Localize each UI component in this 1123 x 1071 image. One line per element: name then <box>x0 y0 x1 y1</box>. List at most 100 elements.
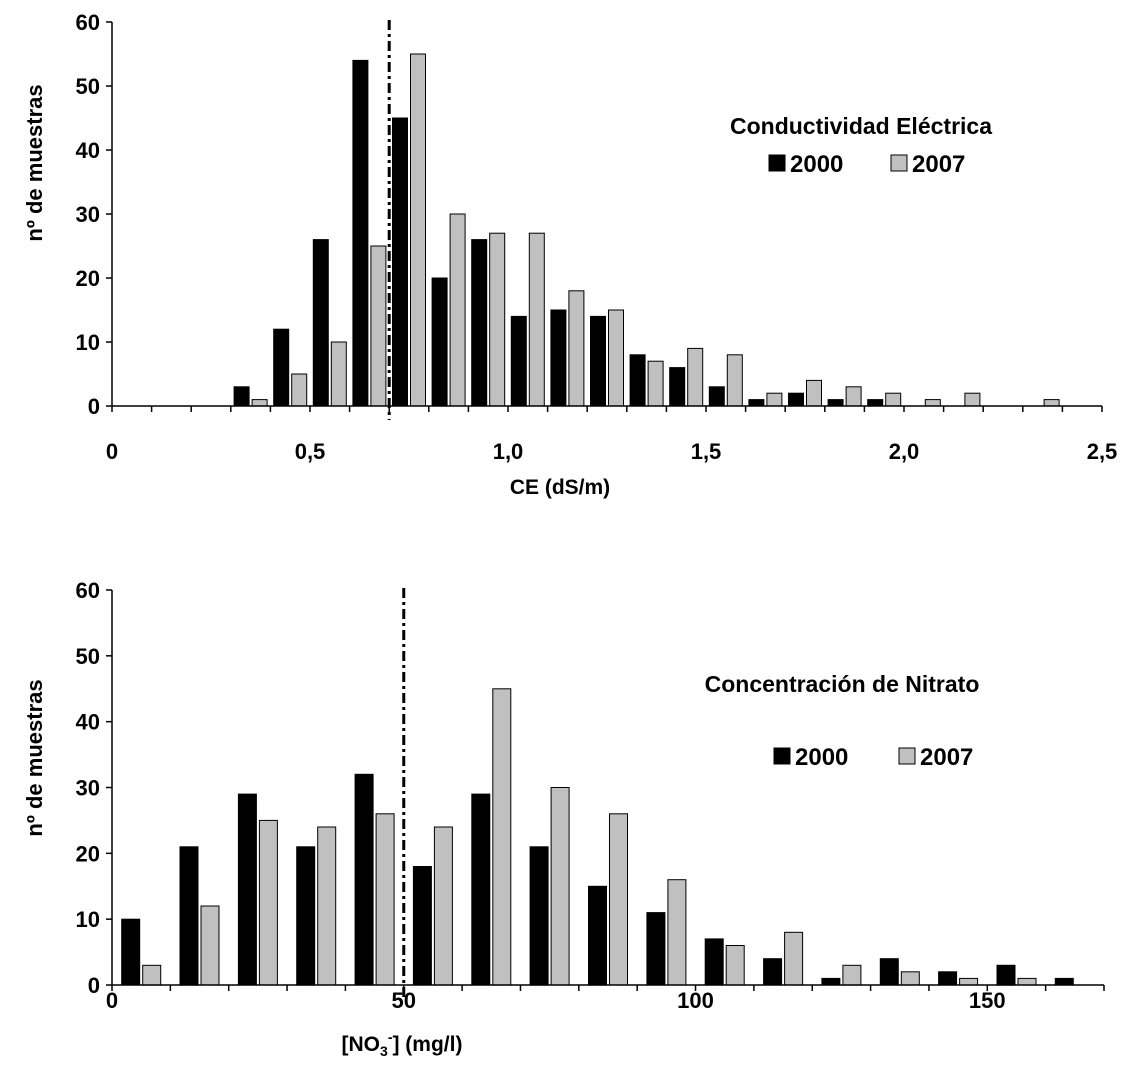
y-tick-label: 30 <box>76 776 100 801</box>
bar-2000 <box>748 399 765 407</box>
bar-2007 <box>726 354 743 407</box>
y-tick-label: 10 <box>76 907 100 932</box>
x-axis-label-part: [NO <box>342 1033 381 1056</box>
bar-2000 <box>938 971 958 986</box>
bar-2007 <box>258 819 278 986</box>
y-axis-label: nº de muestras <box>22 84 47 241</box>
y-tick-label: 50 <box>76 644 100 669</box>
legend: 2000 2007 <box>773 744 973 771</box>
chart-title: Concentración de Nitrato <box>705 671 980 697</box>
bar-2007 <box>766 392 783 407</box>
bar-2000 <box>996 964 1016 986</box>
x-tick-label: 0,5 <box>295 439 326 464</box>
x-axis-label-part: ] (mg/l) <box>392 1033 462 1056</box>
bar-2000 <box>510 315 527 407</box>
bar-2007 <box>251 399 268 407</box>
bar-2000 <box>179 846 199 986</box>
bar-2000 <box>354 773 374 986</box>
x-axis-label-superscript: - <box>388 1029 393 1045</box>
legend-label-2000: 2000 <box>790 151 843 178</box>
bar-2000 <box>392 117 408 407</box>
bar-2000 <box>588 885 607 986</box>
x-tick-label: 0 <box>106 439 118 464</box>
bar-2007 <box>647 360 664 407</box>
bar-2007 <box>142 964 162 986</box>
legend-label-2007: 2007 <box>912 151 965 178</box>
y-tick-label: 60 <box>76 10 100 35</box>
x-axis-label: [NO3-] (mg/l) <box>342 1029 463 1059</box>
bar-2000 <box>879 958 899 986</box>
bar-2000 <box>296 846 316 986</box>
bar-2007 <box>528 232 545 407</box>
legend-label-2007: 2007 <box>920 744 973 771</box>
x-tick-label: 1,5 <box>691 439 722 464</box>
y-tick-label: 40 <box>76 138 100 163</box>
bar-2007 <box>550 787 570 986</box>
bar-2007 <box>608 309 624 407</box>
bar-2007 <box>489 232 506 407</box>
x-tick-label: 0 <box>106 988 118 1013</box>
bar-2000 <box>821 977 841 986</box>
bar-2007 <box>667 879 687 986</box>
bar-2007 <box>568 290 585 407</box>
bar-2007 <box>492 688 512 986</box>
axes: 0 10 20 30 40 50 60 0 0,5 1,0 1,5 2,0 2,5 <box>76 10 1118 464</box>
bar-2000 <box>431 277 448 407</box>
bar-2007 <box>1043 399 1060 407</box>
legend-swatch-2000 <box>773 747 791 765</box>
bar-2007 <box>1017 977 1037 986</box>
chart-conductividad: 0 10 20 30 40 50 60 0 0,5 1,0 1,5 2,0 2,5 nº de mues… <box>22 10 1117 499</box>
y-axis-label: nº de muestras <box>22 679 47 836</box>
x-axis-label-subscript: 3 <box>380 1043 388 1059</box>
bar-2007 <box>200 905 220 986</box>
bar-2000 <box>471 239 488 407</box>
x-tick-label: 100 <box>677 988 714 1013</box>
bar-2007 <box>806 379 822 407</box>
legend: 2000 2007 <box>768 151 965 178</box>
legend-swatch-2000 <box>768 154 786 172</box>
x-axis-label: CE (dS/m) <box>510 476 610 499</box>
bar-2007 <box>885 392 902 407</box>
y-tick-label: 50 <box>76 74 100 99</box>
bar-2007 <box>959 977 979 986</box>
bar-2007 <box>449 213 466 407</box>
bar-2007 <box>609 813 628 986</box>
legend-swatch-2007 <box>898 747 916 765</box>
y-tick-label: 60 <box>76 578 100 603</box>
bar-2007 <box>842 964 862 986</box>
bar-2000 <box>233 386 250 407</box>
bar-2000 <box>412 866 432 986</box>
bar-2007 <box>317 826 337 986</box>
bar-2000 <box>629 354 646 407</box>
x-tick-label: 1,0 <box>493 439 524 464</box>
bar-2007 <box>784 931 804 986</box>
bar-2007 <box>900 971 920 986</box>
bar-2007 <box>291 373 308 407</box>
bar-2000 <box>312 239 329 407</box>
bar-2000 <box>590 315 606 407</box>
bar-2000 <box>121 918 141 986</box>
y-tick-label: 0 <box>88 973 100 998</box>
legend-label-2000: 2000 <box>795 744 848 771</box>
bar-2007 <box>330 341 347 407</box>
chart-title: Conductividad Eléctrica <box>730 113 992 139</box>
bar-2000 <box>237 793 257 986</box>
bars <box>233 53 1060 407</box>
bar-2000 <box>827 399 844 407</box>
x-tick-label: 2,0 <box>889 439 920 464</box>
y-tick-label: 20 <box>76 841 100 866</box>
bar-2007 <box>924 399 941 407</box>
bar-2000 <box>788 392 804 407</box>
bars <box>121 688 1074 986</box>
bar-2000 <box>763 958 783 986</box>
bar-2007 <box>433 826 453 986</box>
bar-2000 <box>529 846 549 986</box>
bar-2000 <box>646 912 666 986</box>
bar-2000 <box>704 938 724 986</box>
bar-2007 <box>845 386 862 407</box>
y-tick-label: 10 <box>76 330 100 355</box>
y-tick-label: 30 <box>76 202 100 227</box>
x-tick-label: 150 <box>969 988 1006 1013</box>
